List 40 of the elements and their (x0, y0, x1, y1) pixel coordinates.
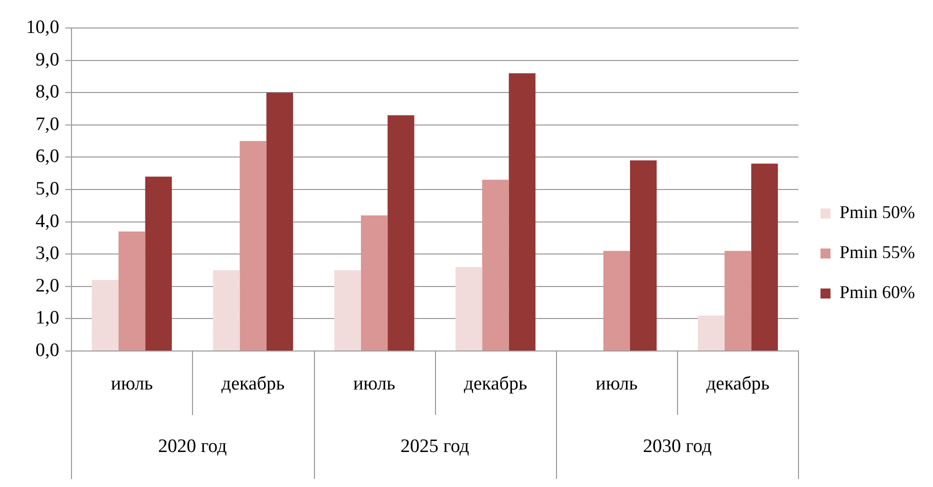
x-tick-label: декабрь (706, 373, 770, 394)
bar (603, 250, 630, 350)
bar (388, 115, 414, 350)
x-tick-label: июль (110, 373, 154, 394)
bar (360, 215, 388, 350)
y-tick-label: 3,0 (36, 243, 60, 264)
legend-label: Pmin 60% (839, 282, 916, 302)
text: 2030 год (642, 436, 712, 457)
y-tick-label: 6,0 (36, 146, 60, 168)
x-tick-label: июль (596, 373, 638, 394)
bar (118, 231, 146, 350)
bar (630, 160, 657, 350)
legend-label: Pmin 55% (839, 242, 916, 262)
bar (508, 73, 536, 350)
bar (92, 280, 119, 350)
y-tick-label: 1,0 (36, 308, 60, 329)
y-tick-label: 0,0 (36, 340, 60, 361)
bar (698, 315, 725, 350)
bar (455, 267, 482, 350)
legend-label: Pmin 50% (839, 202, 916, 222)
text: 2020 год (158, 436, 228, 457)
y-tick-label: 10,0 (26, 16, 60, 38)
x-tick-label: декабрь (464, 373, 528, 394)
y-tick-label: 7,0 (36, 114, 60, 135)
y-tick-label: 4,0 (36, 210, 60, 232)
y-tick-label: 5,0 (36, 178, 60, 200)
text: 2025 год (400, 436, 470, 457)
x-tick-label: декабрь (221, 373, 286, 394)
y-tick-label: 9,0 (36, 49, 60, 70)
y-tick-label: 8,0 (36, 82, 60, 103)
bar (724, 250, 752, 350)
bar (334, 270, 361, 350)
bar (751, 164, 778, 350)
bar (482, 180, 509, 350)
x-tick-label: июль (353, 373, 396, 394)
bar (240, 141, 266, 350)
bar (266, 92, 294, 350)
y-tick-label: 2,0 (36, 275, 60, 296)
bar (213, 270, 240, 350)
bar (145, 176, 172, 350)
